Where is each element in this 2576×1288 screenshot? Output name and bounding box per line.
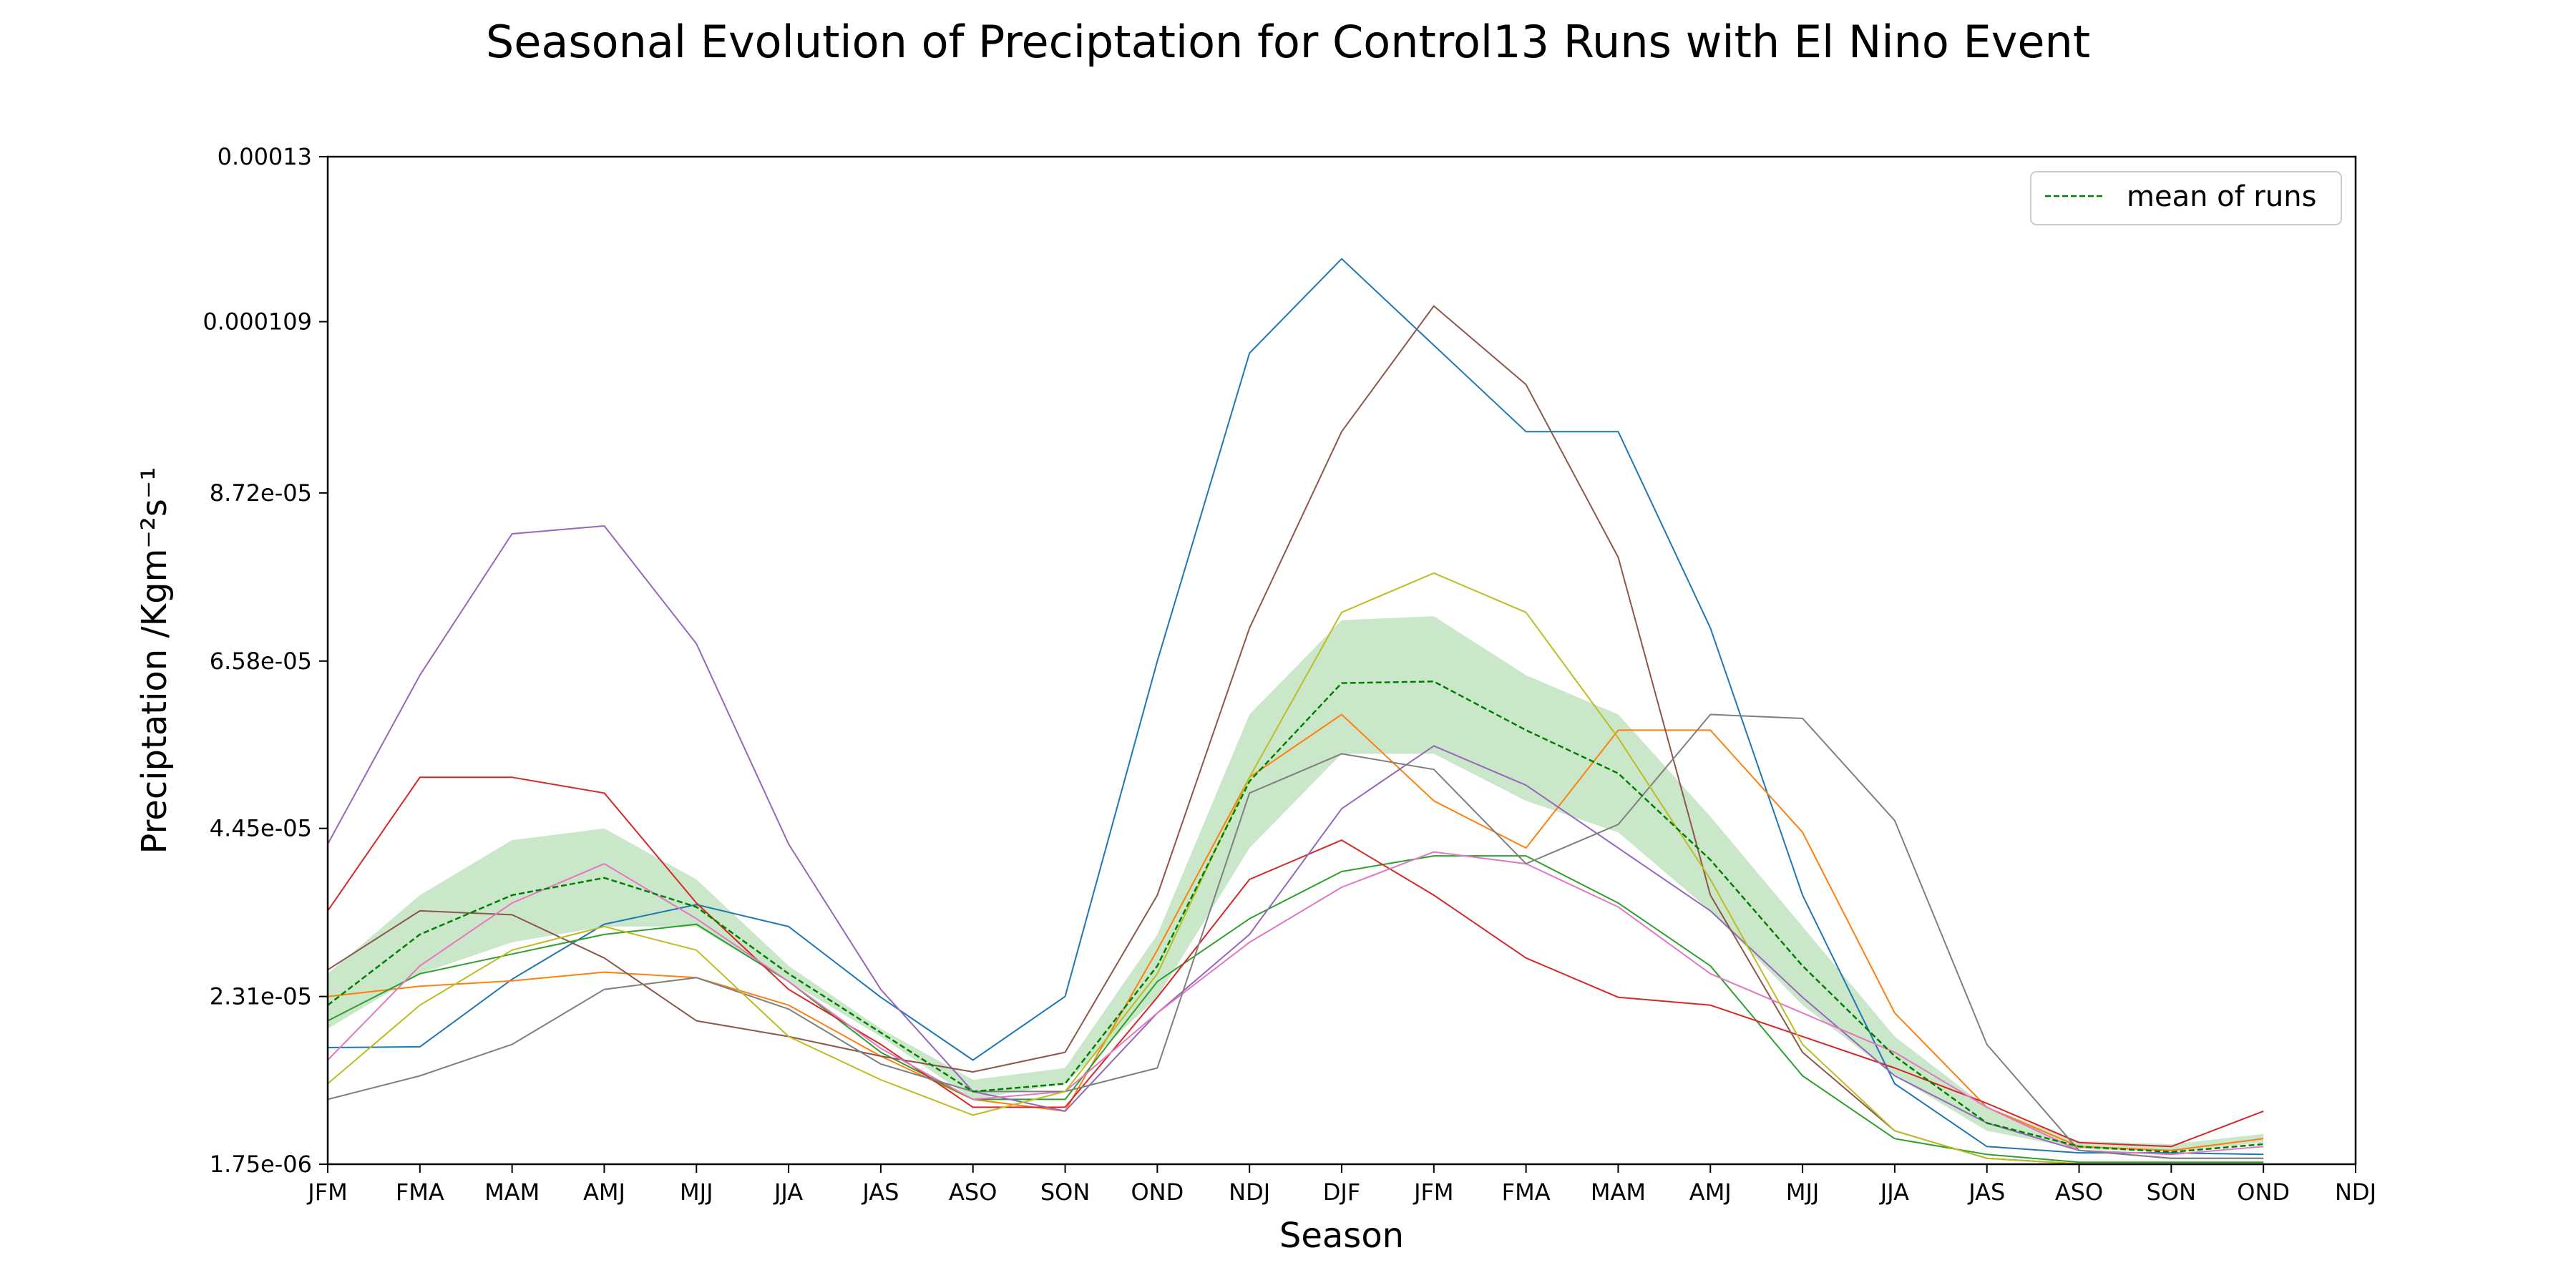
mean-uncertainty-band <box>328 616 2264 1152</box>
x-tick-label: MJJ <box>1786 1179 1819 1206</box>
y-tick-label: 1.75e-06 <box>210 1151 312 1178</box>
x-tick-label: MAM <box>484 1179 540 1206</box>
y-tick-label: 0.000109 <box>203 308 312 336</box>
x-axis-label: Season <box>1279 1216 1404 1256</box>
y-tick-label: 0.00013 <box>218 143 312 170</box>
series-line-8 <box>327 713 2264 1159</box>
y-axis-label: Preciptation /Kgm⁻²s⁻¹ <box>135 467 175 854</box>
series-line-4 <box>327 776 2264 1148</box>
legend: mean of runs <box>2030 171 2342 225</box>
x-tick-label: JFM <box>1413 1179 1453 1206</box>
legend-entry-mean: mean of runs <box>2127 180 2316 213</box>
x-tick-label: ASO <box>949 1179 997 1206</box>
x-tick-label: NDJ <box>2335 1179 2376 1206</box>
series-line-3 <box>327 855 2264 1163</box>
series-line-7 <box>327 851 2264 1156</box>
x-tick-label: MAM <box>1591 1179 1646 1206</box>
x-axis: JFM FMA MAM AMJ MJJ JJA JAS ASO SON OND NDJ DJF JFM F… <box>306 1164 2376 1206</box>
series-lines-group <box>327 258 2264 1165</box>
x-tick-label: AMJ <box>583 1179 625 1206</box>
x-tick-label: OND <box>1131 1179 1184 1206</box>
x-tick-label: JJA <box>773 1179 803 1206</box>
x-tick-label: DJF <box>1323 1179 1360 1206</box>
x-tick-label: JFM <box>306 1179 347 1206</box>
y-tick-label: 2.31e-05 <box>210 983 312 1010</box>
series-line-mean-of-runs <box>327 680 2264 1153</box>
series-line-2 <box>327 713 2264 1151</box>
x-tick-label: FMA <box>396 1179 444 1206</box>
x-tick-label: ASO <box>2055 1179 2103 1206</box>
x-tick-label: SON <box>1040 1179 1090 1206</box>
x-tick-label: NDJ <box>1229 1179 1270 1206</box>
series-line-5 <box>327 525 2264 1159</box>
x-tick-label: AMJ <box>1689 1179 1732 1206</box>
x-tick-label: OND <box>2237 1179 2290 1206</box>
uncertainty-band-group <box>328 616 2264 1152</box>
y-tick-label: 6.58e-05 <box>210 648 312 675</box>
x-tick-label: FMA <box>1502 1179 1551 1206</box>
y-tick-label: 8.72e-05 <box>210 479 312 507</box>
series-line-1 <box>327 258 2264 1156</box>
x-tick-label: JAS <box>861 1179 899 1206</box>
x-tick-label: JAS <box>1967 1179 2005 1206</box>
x-tick-label: JJA <box>1879 1179 1909 1206</box>
chart-title: Seasonal Evolution of Preciptation for C… <box>486 16 2090 68</box>
x-tick-label: MJJ <box>680 1179 713 1206</box>
x-tick-label: SON <box>2147 1179 2196 1206</box>
legend-frame <box>2030 171 2342 225</box>
y-tick-label: 4.45e-05 <box>210 815 312 842</box>
series-line-9 <box>327 572 2264 1165</box>
y-axis: 1.75e-06 2.31e-05 4.45e-05 6.58e-05 8.72e-05… <box>203 143 328 1178</box>
